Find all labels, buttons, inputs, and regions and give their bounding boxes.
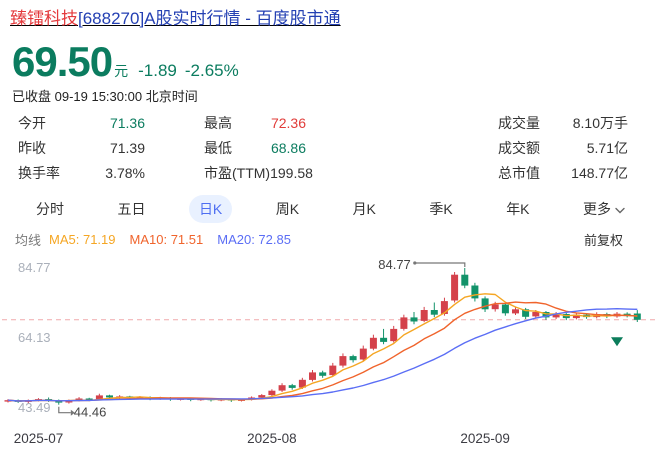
stat-label: 换手率 <box>18 164 60 181</box>
svg-text:84.77: 84.77 <box>18 260 51 275</box>
ma10-legend: MA10: 71.51 <box>129 231 204 247</box>
stat-label: 总市值 <box>498 164 540 181</box>
stat-label: 昨收 <box>18 139 46 156</box>
stat-label: 最低 <box>204 139 232 156</box>
stat-value: 5.71亿 <box>586 139 628 156</box>
stat-value: 148.77亿 <box>571 164 628 181</box>
stat-value: 8.10万手 <box>572 114 628 131</box>
ma-prefix-label: 均线 <box>15 232 42 248</box>
svg-text:2025-07: 2025-07 <box>14 431 64 446</box>
stat-label: 市盈(TTM) <box>204 164 271 181</box>
stat-value: 72.36 <box>270 114 306 131</box>
stat-value: 3.78% <box>105 164 145 181</box>
price-change: -1.89 <box>138 61 177 80</box>
period-tabs: 分时 五日 日K 周K 月K 季K 年K 更多 <box>0 194 661 224</box>
svg-text:84.77: 84.77 <box>378 257 411 272</box>
stat-pe-ttm: 市盈(TTM) 199.58 <box>204 160 313 185</box>
adjust-mode-button[interactable]: 前复权 <box>583 232 623 248</box>
tab-monthly-k[interactable]: 月K <box>352 201 376 217</box>
price-change-percent: -2.65% <box>184 61 239 80</box>
ma20-legend: MA20: 72.85 <box>217 231 291 247</box>
price-unit: 元 <box>114 63 129 79</box>
current-price: 69.50 <box>12 38 113 85</box>
stat-label: 最高 <box>204 114 232 131</box>
stat-high: 最高 72.36 <box>204 110 306 135</box>
event-marker-icon <box>611 337 623 347</box>
stat-label: 成交量 <box>498 114 540 131</box>
svg-text:2025-09: 2025-09 <box>460 431 510 446</box>
ma-legend-bar: 均线 MA5: 71.19 MA10: 71.51 MA20: 72.85 前复… <box>0 229 661 249</box>
kline-chart-area[interactable]: 84.77 64.13 43.49 2025-07 2025-08 2025-09 84.7… <box>0 255 661 450</box>
price-block: 69.50 元 -1.89 -2.65% <box>12 40 239 84</box>
svg-text:43.49: 43.49 <box>18 400 51 415</box>
tab-more-label: 更多 <box>583 201 611 217</box>
svg-text:2025-08: 2025-08 <box>247 431 297 446</box>
stat-value: 71.39 <box>109 139 145 156</box>
tab-more[interactable]: 更多 <box>573 195 635 223</box>
stat-label: 成交额 <box>498 139 540 156</box>
market-status: 已收盘 09-19 15:30:00 北京时间 <box>12 89 198 104</box>
tab-quarterly-k[interactable]: 季K <box>429 201 453 217</box>
svg-text:64.13: 64.13 <box>18 330 51 345</box>
stat-volume: 成交量 8.10万手 <box>498 110 628 135</box>
chevron-down-icon <box>615 201 625 217</box>
tab-minute[interactable]: 分时 <box>36 201 64 217</box>
stat-value: 71.36 <box>109 114 145 131</box>
stat-value: 68.86 <box>270 139 306 156</box>
page-title-link[interactable]: 臻镭科技[688270]A股实时行情 - 百度股市通 <box>10 8 341 30</box>
stat-value: 199.58 <box>270 164 313 181</box>
tab-five-day[interactable]: 五日 <box>117 201 146 217</box>
kline-chart[interactable]: 84.77 64.13 43.49 2025-07 2025-08 2025-09 84.7… <box>0 255 661 450</box>
tab-daily-k[interactable]: 日K <box>188 195 233 223</box>
tab-weekly-k[interactable]: 周K <box>275 201 300 217</box>
page-title-rest: [688270]A股实时行情 - 百度股市通 <box>78 9 341 28</box>
stat-open: 今开 71.36 <box>18 110 145 135</box>
stock-name: 臻镭科技 <box>10 9 78 28</box>
ma5-legend: MA5: 71.19 <box>49 231 116 247</box>
stat-market-cap: 总市值 148.77亿 <box>498 160 628 185</box>
stat-amount: 成交额 5.71亿 <box>498 135 628 160</box>
stat-turnover-rate: 换手率 3.78% <box>18 160 145 185</box>
svg-text:44.46: 44.46 <box>74 405 107 420</box>
stat-low: 最低 68.86 <box>204 135 306 160</box>
stat-label: 今开 <box>18 114 46 131</box>
stat-prev-close: 昨收 71.39 <box>18 135 145 160</box>
tab-yearly-k[interactable]: 年K <box>506 201 530 217</box>
